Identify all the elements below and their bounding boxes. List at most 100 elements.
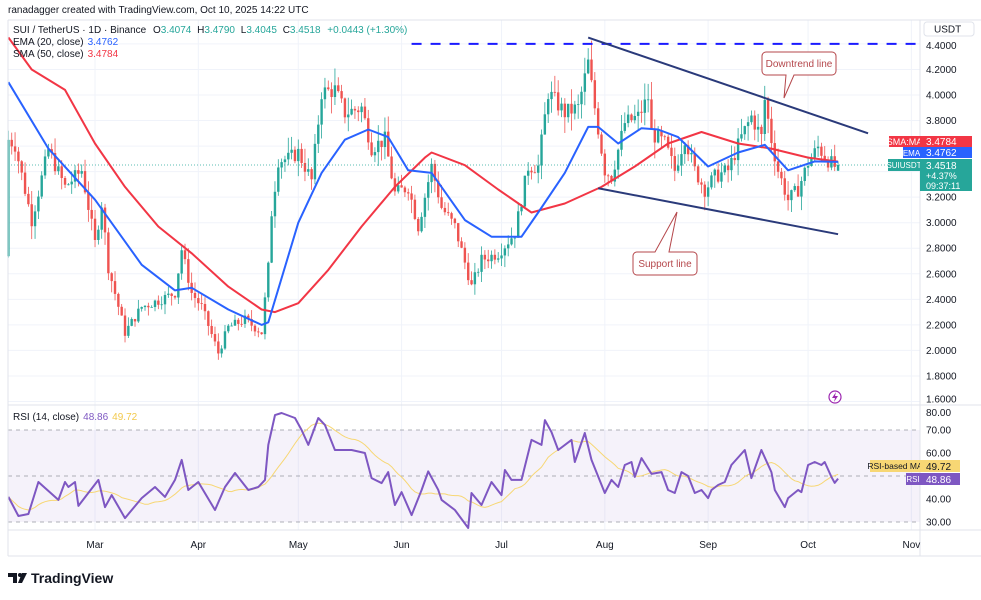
candle-body — [277, 167, 280, 192]
rsi-tag: RSI 48.86 — [906, 473, 960, 486]
lightning-icon[interactable] — [828, 390, 842, 404]
candle-body — [693, 153, 696, 167]
candle-body — [317, 124, 320, 144]
candle-body — [493, 254, 497, 260]
candle-body — [253, 325, 257, 332]
candle-body — [150, 306, 153, 308]
last-price-change: +4.37% — [926, 171, 957, 181]
tradingview-logo[interactable]: TradingView — [8, 570, 113, 586]
candle-body — [13, 146, 17, 152]
candle-body — [650, 99, 653, 130]
candle-body — [250, 319, 253, 326]
rsi-tick: 60.00 — [926, 449, 951, 460]
candle-body — [60, 166, 63, 179]
candle-body — [516, 211, 520, 238]
candle-body — [600, 134, 603, 154]
time-tick: Mar — [86, 540, 104, 551]
candle-body — [400, 185, 403, 188]
candle-body — [740, 134, 743, 139]
currency-button[interactable] — [923, 21, 975, 37]
change-value: +0.0443 (+1.30%) — [327, 25, 407, 36]
sma-legend-value: 3.4784 — [88, 49, 119, 60]
candle-body — [247, 315, 250, 320]
candle-body — [513, 237, 517, 239]
ema-tag-value: 3.4762 — [926, 148, 957, 159]
price-tick: 2.2000 — [926, 320, 957, 331]
downtrend-line[interactable] — [587, 36, 869, 135]
candle-body — [373, 152, 377, 156]
candle-body — [403, 187, 407, 193]
candle-body — [160, 304, 163, 306]
candle-body — [746, 122, 750, 127]
rsi-tick: 70.00 — [926, 426, 951, 437]
candle-body — [420, 216, 423, 232]
price-tick: 4.4000 — [926, 41, 957, 52]
candle-body — [720, 172, 723, 182]
last-tag-name-bg — [888, 159, 920, 171]
drawings[interactable] — [411, 36, 920, 236]
rsi-axis[interactable]: 80.00 70.00 60.00 40.00 30.00 — [926, 408, 951, 529]
candle-body — [556, 92, 560, 111]
candle-body — [756, 126, 760, 130]
candle-body — [57, 166, 60, 172]
sma50-line — [7, 36, 839, 314]
candle-body — [640, 111, 643, 113]
sma-legend[interactable]: SMA (50, close) 3.4784 — [13, 49, 119, 60]
candle-body — [773, 143, 776, 162]
price-tick: 2.4000 — [926, 295, 957, 306]
rsi-legend[interactable]: RSI (14, close) 48.86 49.72 — [13, 412, 138, 423]
time-axis[interactable]: Mar Apr May Jun Jul Aug Sep Oct Nov — [86, 540, 920, 551]
candle-body — [357, 110, 360, 113]
candle-body — [123, 315, 127, 336]
candle-body — [330, 89, 333, 97]
candle-body — [546, 99, 550, 115]
ema-legend[interactable]: EMA (20, close) 3.4762 — [13, 37, 119, 48]
time-tick: Oct — [800, 540, 816, 551]
candle-body — [347, 114, 350, 118]
candle-body — [220, 348, 223, 354]
candle-body — [393, 178, 397, 192]
candle-body — [227, 325, 230, 332]
sma-price-tag: SMA:MA 3.4784 — [887, 136, 972, 148]
high-label: H — [197, 25, 204, 36]
support-line[interactable] — [597, 187, 839, 236]
candle-body — [490, 254, 493, 262]
downtrend-label: Downtrend line — [766, 59, 833, 70]
last-price-tag: SUIUSDT 3.4518 +4.37% 09:37:11 — [886, 159, 972, 191]
candle-body — [293, 149, 297, 162]
candle-body — [87, 192, 90, 210]
candle-body — [796, 186, 800, 197]
candle-body — [360, 106, 363, 113]
candle-body — [760, 126, 763, 135]
candle-body — [207, 311, 210, 326]
support-callout[interactable]: Support line — [632, 211, 698, 276]
candle-body — [213, 334, 217, 342]
price-tick: 2.6000 — [926, 269, 957, 280]
candle-body — [273, 191, 277, 217]
candle-body — [536, 165, 540, 173]
candle-body — [723, 165, 726, 173]
rsi-tag-value: 48.86 — [926, 475, 951, 486]
candle-body — [590, 59, 593, 81]
candle-body — [43, 156, 47, 176]
candle-body — [480, 254, 483, 272]
candle-body — [370, 142, 373, 156]
ohlc-legend: SUI / TetherUS · 1D · Binance O3.4074 H3… — [13, 25, 407, 36]
candle-body — [680, 154, 683, 166]
candle-body — [566, 103, 570, 118]
candle-body — [700, 182, 703, 185]
candle-body — [173, 295, 177, 298]
downtrend-callout[interactable]: Downtrend line — [761, 51, 837, 99]
candle-body — [653, 129, 657, 143]
candle-body — [80, 171, 83, 174]
ema-legend-label: EMA (20, close) — [13, 37, 84, 48]
candle-body — [596, 108, 600, 135]
rsi-ma-legend-value: 49.72 — [112, 412, 137, 423]
candle-body — [487, 259, 490, 262]
rsi-tag-value-bg — [920, 473, 960, 485]
price-axis[interactable]: 4.4000 4.2000 4.0000 3.8000 3.2000 3.0000 2.80… — [926, 41, 957, 406]
candle-body — [646, 99, 650, 101]
candle-body — [507, 244, 510, 249]
candle-body — [127, 325, 130, 336]
